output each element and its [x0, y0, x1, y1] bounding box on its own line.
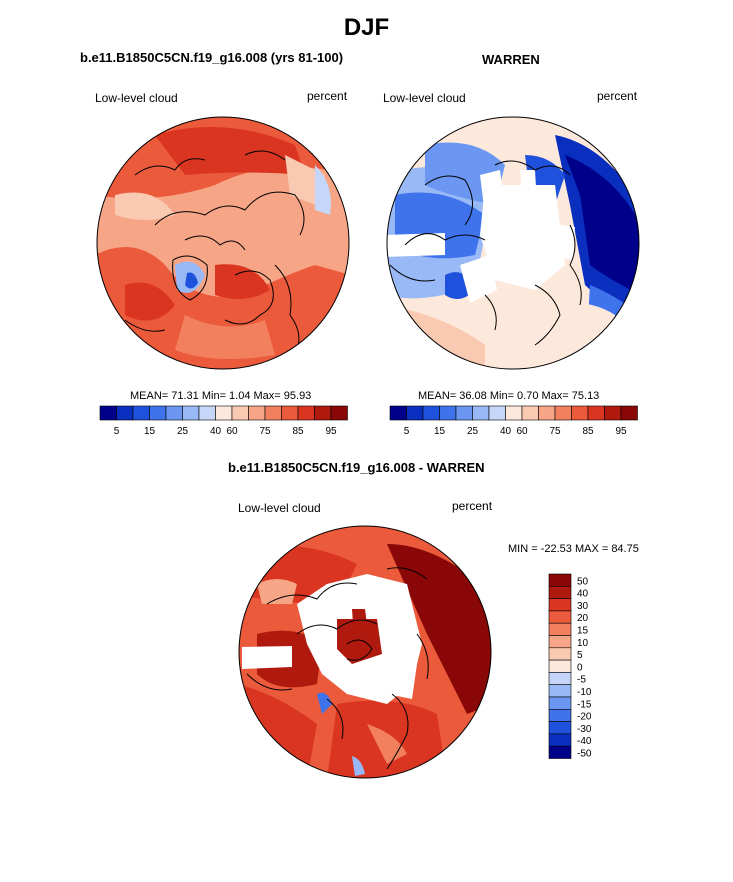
colorbar-tick-label: 15	[144, 426, 156, 437]
right-panel-variable-label: Low-level cloud	[383, 91, 466, 105]
colorbar-swatch	[548, 659, 572, 673]
colorbar-swatch	[422, 405, 440, 421]
colorbar-swatch	[149, 405, 167, 421]
colorbar-tick-label: 30	[577, 601, 589, 612]
colorbar-swatch	[472, 405, 490, 421]
right-panel-title: WARREN	[482, 52, 540, 67]
colorbar-tick-label: -10	[577, 687, 592, 698]
colorbar-swatch	[132, 405, 150, 421]
colorbar-swatch	[521, 405, 539, 421]
colorbar-swatch	[182, 405, 200, 421]
colorbar-swatch	[99, 405, 117, 421]
colorbar-swatch	[389, 405, 407, 421]
colorbar-tick-label: 25	[467, 426, 479, 437]
colorbar-tick-label: 50	[577, 576, 589, 587]
page-title: DJF	[343, 14, 390, 41]
colorbar-tick-label: 15	[434, 426, 446, 437]
colorbar-swatch	[406, 405, 424, 421]
colorbar-tick-label: 60	[516, 426, 528, 437]
diff-panel-units-label: percent	[452, 499, 493, 513]
right-colorbar: 5 15 25 40 60 75 85 95	[389, 405, 638, 437]
colorbar-tick-label: 75	[259, 426, 271, 437]
colorbar-swatch	[548, 586, 572, 599]
diff-panel-stats: MIN = -22.53 MAX = 84.75	[508, 543, 639, 555]
colorbar-tick-label: 25	[177, 426, 189, 437]
colorbar-swatch	[538, 405, 556, 421]
colorbar-tick-label: 40	[577, 589, 589, 600]
colorbar-swatch	[587, 405, 605, 421]
colorbar-swatch	[165, 405, 183, 421]
colorbar-swatch	[548, 598, 572, 612]
colorbar-swatch	[215, 405, 233, 421]
colorbar-tick-label: 20	[577, 613, 589, 624]
colorbar-swatch	[548, 684, 572, 698]
colorbar-tick-label: -20	[577, 712, 592, 723]
colorbar-tick-label: -5	[577, 675, 586, 686]
colorbar-swatch	[264, 405, 282, 421]
colorbar-swatch	[488, 405, 506, 421]
colorbar-tick-label: 95	[325, 426, 337, 437]
colorbar-swatch	[297, 405, 315, 421]
colorbar-swatch	[554, 405, 572, 421]
colorbar-tick-label: 5	[114, 426, 120, 437]
left-panel-units-label: percent	[307, 89, 348, 103]
colorbar-tick-label: -15	[577, 699, 592, 710]
diff-panel-title: b.e11.B1850C5CN.f19_g16.008 - WARREN	[228, 460, 485, 475]
colorbar-tick-label: 0	[577, 662, 583, 673]
colorbar-tick-label: -40	[577, 736, 592, 747]
left-panel-stats: MEAN= 71.31 Min= 1.04 Max= 95.93	[130, 390, 312, 402]
colorbar-tick-label: -50	[577, 749, 592, 760]
left-panel-title: b.e11.B1850C5CN.f19_g16.008 (yrs 81-100)	[80, 50, 344, 65]
colorbar-tick-label: 95	[615, 426, 627, 437]
colorbar-swatch	[314, 405, 332, 421]
colorbar-swatch	[548, 745, 572, 759]
colorbar-swatch	[439, 405, 457, 421]
colorbar-tick-label: 85	[582, 426, 594, 437]
diff-polar-map	[238, 525, 492, 779]
colorbar-swatch	[620, 405, 638, 421]
right-panel-units-label: percent	[597, 89, 638, 103]
colorbar-swatch	[455, 405, 473, 421]
colorbar-swatch	[505, 405, 523, 421]
colorbar-swatch	[116, 405, 134, 421]
colorbar-tick-label: 60	[226, 426, 238, 437]
colorbar-swatch	[548, 696, 572, 710]
colorbar-tick-label: 40	[500, 426, 512, 437]
colorbar-tick-label: 15	[577, 626, 589, 637]
colorbar-tick-label: -30	[577, 724, 592, 735]
right-polar-map	[386, 116, 640, 370]
colorbar-swatch	[330, 405, 348, 421]
colorbar-swatch	[548, 647, 572, 661]
colorbar-swatch	[248, 405, 266, 421]
left-polar-map	[96, 116, 350, 370]
colorbar-swatch	[198, 405, 216, 421]
colorbar-swatch	[548, 733, 572, 747]
left-colorbar: 5 15 25 40 60 75 85 95	[99, 405, 348, 437]
colorbar-tick-label: 85	[292, 426, 304, 437]
colorbar-tick-label: 5	[404, 426, 410, 437]
colorbar-swatch	[548, 622, 572, 636]
colorbar-swatch	[548, 635, 572, 649]
colorbar-swatch	[548, 610, 572, 624]
colorbar-swatch	[604, 405, 622, 421]
left-panel-variable-label: Low-level cloud	[95, 91, 178, 105]
colorbar-tick-label: 10	[577, 638, 589, 649]
right-panel-stats: MEAN= 36.08 Min= 0.70 Max= 75.13	[418, 390, 600, 402]
diff-panel-variable-label: Low-level cloud	[238, 501, 321, 515]
colorbar-tick-label: 5	[577, 650, 583, 661]
colorbar-swatch	[281, 405, 299, 421]
colorbar-swatch	[548, 721, 572, 735]
colorbar-swatch	[231, 405, 249, 421]
colorbar-swatch	[548, 672, 572, 686]
colorbar-swatch	[571, 405, 589, 421]
colorbar-swatch	[548, 573, 572, 587]
colorbar-tick-label: 40	[210, 426, 222, 437]
colorbar-swatch	[548, 709, 572, 722]
colorbar-tick-label: 75	[549, 426, 561, 437]
